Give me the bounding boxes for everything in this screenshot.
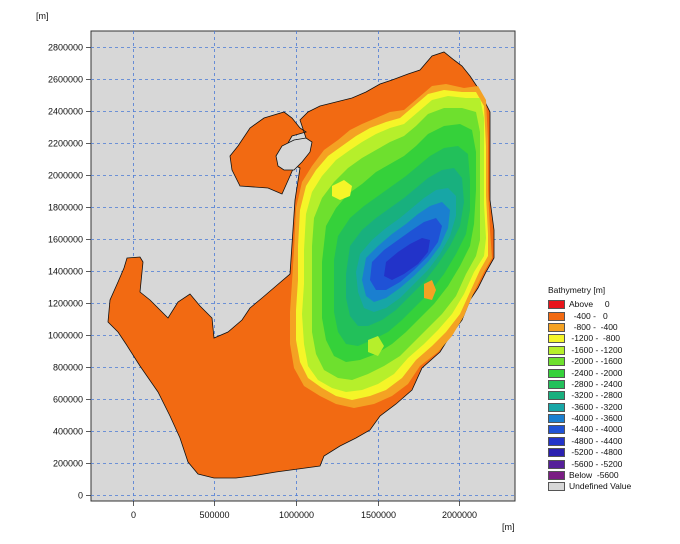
legend-swatch <box>548 448 565 458</box>
legend-item: Below -5600 <box>548 470 631 481</box>
y-tick-label: 2000000 <box>48 171 83 181</box>
y-tick-label: 600000 <box>53 395 83 405</box>
legend-label: -2000 - -1600 <box>569 356 623 367</box>
legend-item: -3200 - -2800 <box>548 390 631 401</box>
legend-swatch <box>548 436 565 446</box>
depth-contours <box>290 84 492 408</box>
y-tick-label: 2200000 <box>48 139 83 149</box>
island <box>275 137 313 171</box>
legend-swatch <box>548 311 565 321</box>
legend-swatch <box>548 482 565 492</box>
y-tick-label: 0 <box>78 491 83 501</box>
legend-label: -1200 - -800 <box>569 333 621 344</box>
legend-item: -5200 - -4800 <box>548 447 631 458</box>
legend-swatch <box>548 368 565 378</box>
legend-swatch <box>548 425 565 435</box>
legend-label: Undefined Value <box>569 481 632 492</box>
legend-swatch <box>548 459 565 469</box>
legend-label: -2400 - -2000 <box>569 367 623 378</box>
x-tick-labels: 0 500000 1000000 1500000 2000000 <box>131 510 477 520</box>
y-tick-label: 400000 <box>53 427 83 437</box>
legend-item: -2000 - -1600 <box>548 356 631 367</box>
legend-label: -5600 - -5200 <box>569 458 623 469</box>
y-tick-label: 1400000 <box>48 267 83 277</box>
y-tick-label: 800000 <box>53 363 83 373</box>
legend-item: -4000 - -3600 <box>548 413 631 424</box>
y-tick-label: 200000 <box>53 459 83 469</box>
legend-item: -1600 - -1200 <box>548 345 631 356</box>
x-tick-label: 500000 <box>199 510 229 520</box>
legend-swatch <box>548 357 565 367</box>
legend-label: -4400 - -4000 <box>569 424 623 435</box>
legend-swatch <box>548 414 565 424</box>
legend-label: -800 - -400 <box>569 321 618 332</box>
y-axis-unit: [m] <box>36 11 49 21</box>
legend-label: -5200 - -4800 <box>569 447 623 458</box>
y-tick-labels: 2800000 2600000 2400000 2200000 2000000 … <box>48 43 83 501</box>
legend-swatch <box>548 471 565 481</box>
legend-item: -1200 - -800 <box>548 333 631 344</box>
x-tick-label: 2000000 <box>442 510 477 520</box>
legend-swatch <box>548 379 565 389</box>
y-tick-label: 2600000 <box>48 75 83 85</box>
x-tick-label: 1500000 <box>361 510 396 520</box>
legend-label: Below -5600 <box>569 470 619 481</box>
legend-swatch <box>548 334 565 344</box>
legend-item: -2800 - -2400 <box>548 379 631 390</box>
y-tick-label: 1200000 <box>48 299 83 309</box>
legend-label: -400 - 0 <box>569 310 608 321</box>
legend-item: -5600 - -5200 <box>548 458 631 469</box>
legend-swatch <box>548 300 565 310</box>
legend-item: -4400 - -4000 <box>548 424 631 435</box>
legend-item: Above 0 <box>548 299 631 310</box>
legend-item: -800 - -400 <box>548 322 631 333</box>
legend-title: Bathymetry [m] <box>548 285 606 295</box>
legend-label: -4000 - -3600 <box>569 413 623 424</box>
y-tick-label: 1000000 <box>48 331 83 341</box>
legend-label: Above 0 <box>569 299 610 310</box>
y-tick-label: 1600000 <box>48 235 83 245</box>
legend-label: -1600 - -1200 <box>569 344 623 355</box>
legend-item: -4800 - -4400 <box>548 436 631 447</box>
legend-swatch <box>548 345 565 355</box>
y-tick-label: 2400000 <box>48 107 83 117</box>
legend-label: -3200 - -2800 <box>569 390 623 401</box>
legend-label: -3600 - -3200 <box>569 401 623 412</box>
legend-swatch <box>548 391 565 401</box>
x-tick-label: 1000000 <box>279 510 314 520</box>
legend-label: -4800 - -4400 <box>569 435 623 446</box>
legend-item: -400 - 0 <box>548 310 631 321</box>
legend-item: Undefined Value <box>548 481 631 492</box>
legend-label: -2800 - -2400 <box>569 378 623 389</box>
y-tick-label: 2800000 <box>48 43 83 53</box>
x-axis-unit: [m] <box>502 522 515 532</box>
bathymetry-legend: Bathymetry [m] Above 0 -400 - 0 -800 - -… <box>548 285 631 493</box>
legend-swatch <box>548 402 565 412</box>
x-tick-label: 0 <box>131 510 136 520</box>
y-tick-label: 1800000 <box>48 203 83 213</box>
legend-swatch <box>548 322 565 332</box>
axis-ticks <box>86 47 460 506</box>
legend-item: -2400 - -2000 <box>548 367 631 378</box>
legend-item: -3600 - -3200 <box>548 402 631 413</box>
